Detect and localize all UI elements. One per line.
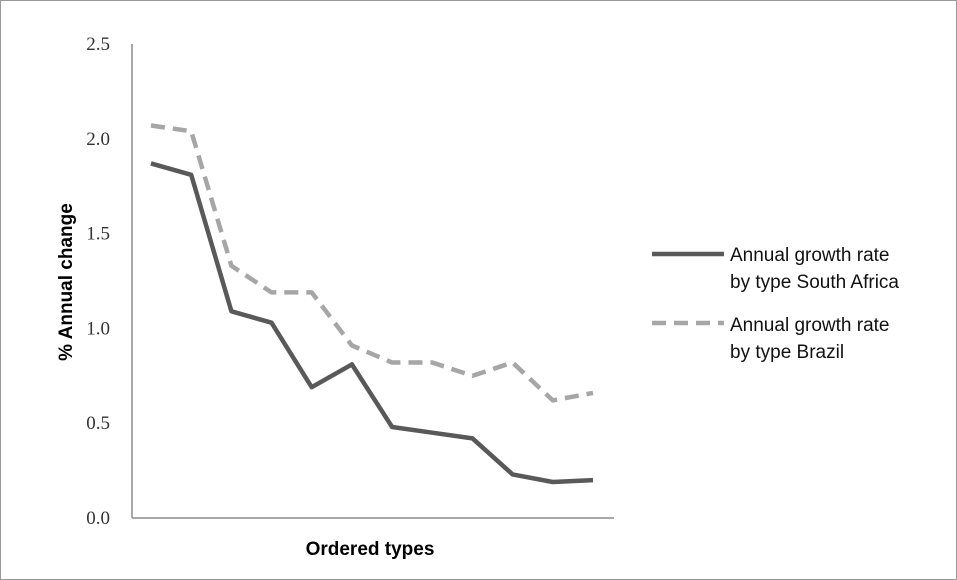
series-lines bbox=[150, 123, 594, 485]
legend-label-south-africa-line1: Annual growth rate bbox=[730, 245, 890, 266]
legend-label-south-africa-line2: by type South Africa bbox=[730, 272, 899, 293]
series-line-south-africa bbox=[150, 161, 594, 485]
axes bbox=[131, 44, 614, 519]
y-tick-label: 1.5 bbox=[86, 224, 110, 245]
x-axis-title: Ordered types bbox=[306, 539, 435, 560]
series-line-brazil bbox=[150, 123, 594, 403]
legend: Annual growth rate by type South Africa … bbox=[652, 245, 899, 363]
y-tick-label: 2.5 bbox=[86, 34, 110, 55]
y-tick-label: 2.0 bbox=[86, 129, 110, 150]
legend-label-brazil-line2: by type Brazil bbox=[730, 342, 844, 363]
y-axis-title: % Annual change bbox=[56, 203, 77, 361]
legend-label-brazil-line1: Annual growth rate bbox=[730, 315, 890, 336]
y-tick-label: 0.5 bbox=[86, 413, 110, 434]
y-tick-label: 0.0 bbox=[86, 508, 110, 529]
y-tick-labels: 0.0 0.5 1.0 1.5 2.0 2.5 bbox=[86, 34, 110, 529]
y-tick-label: 1.0 bbox=[86, 318, 110, 339]
